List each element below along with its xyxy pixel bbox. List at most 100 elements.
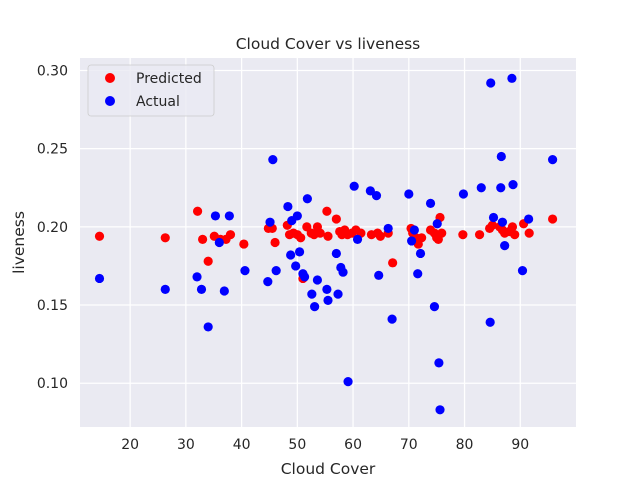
data-point-actual: [94, 273, 105, 284]
data-point-actual: [415, 248, 426, 259]
legend-marker-predicted: [105, 73, 115, 83]
data-point-predicted: [270, 237, 280, 248]
data-point-actual: [160, 284, 170, 295]
data-point-actual: [271, 266, 281, 276]
data-point-predicted: [323, 231, 333, 241]
data-point-predicted: [507, 222, 518, 232]
data-point-actual: [349, 181, 359, 191]
data-point-actual: [404, 189, 414, 199]
data-point-predicted: [437, 228, 447, 238]
data-points: [94, 73, 558, 415]
data-point-actual: [322, 284, 332, 295]
legend-label-actual: Actual: [136, 94, 180, 110]
x-tick-label: 60: [344, 437, 362, 453]
x-axis-label: Cloud Cover: [281, 460, 376, 478]
data-point-predicted: [225, 230, 236, 240]
data-point-actual: [192, 272, 202, 282]
data-point-actual: [425, 198, 436, 209]
data-point-actual: [517, 266, 528, 276]
data-point-actual: [210, 211, 221, 221]
data-point-actual: [292, 211, 302, 221]
data-point-actual: [268, 155, 278, 165]
data-point-predicted: [510, 230, 520, 240]
data-point-actual: [507, 73, 517, 83]
data-point-actual: [409, 225, 419, 235]
x-tick-label: 40: [233, 437, 251, 453]
data-point-actual: [299, 272, 310, 282]
data-point-actual: [286, 250, 296, 260]
x-tick-label: 30: [177, 437, 195, 453]
data-point-actual: [331, 248, 341, 259]
data-point-predicted: [487, 220, 498, 230]
data-point-predicted: [322, 206, 332, 216]
data-point-actual: [224, 211, 234, 221]
data-point-actual: [263, 276, 273, 287]
data-point-actual: [496, 151, 506, 162]
data-point-actual: [486, 78, 496, 88]
data-point-predicted: [94, 231, 105, 241]
series-predicted: [94, 206, 558, 284]
data-point-actual: [196, 284, 207, 295]
data-point-predicted: [524, 228, 534, 238]
data-point-actual: [323, 295, 333, 305]
data-point-actual: [214, 237, 224, 248]
data-point-actual: [435, 405, 445, 415]
data-point-actual: [371, 190, 382, 201]
y-tick-label: 0.15: [37, 298, 68, 314]
y-axis-ticks: 0.10 0.15 0.20 0.25 0.30: [37, 64, 68, 393]
data-point-actual: [338, 267, 348, 277]
data-point-actual: [283, 201, 293, 212]
data-point-actual: [312, 275, 323, 285]
data-point-predicted: [160, 233, 170, 243]
data-point-predicted: [474, 230, 485, 240]
data-point-actual: [219, 286, 229, 296]
data-point-actual: [488, 212, 499, 223]
legend-box: [87, 64, 215, 117]
data-point-predicted: [198, 234, 208, 244]
y-tick-label: 0.20: [37, 220, 68, 236]
data-point-actual: [432, 219, 442, 229]
x-tick-label: 90: [511, 437, 529, 453]
data-point-actual: [333, 289, 343, 299]
data-point-predicted: [388, 258, 398, 268]
data-point-predicted: [239, 239, 249, 249]
data-point-actual: [497, 217, 508, 227]
legend-label-predicted: Predicted: [136, 71, 202, 87]
data-point-predicted: [315, 228, 325, 238]
y-tick-label: 0.10: [37, 376, 68, 392]
data-point-actual: [352, 234, 363, 244]
data-point-predicted: [203, 256, 213, 266]
y-tick-label: 0.30: [37, 64, 68, 80]
legend-marker-actual: [105, 96, 115, 106]
series-actual: [94, 73, 558, 415]
x-tick-label: 80: [456, 437, 474, 453]
data-point-actual: [291, 261, 301, 271]
data-point-actual: [374, 270, 384, 280]
data-point-actual: [458, 189, 469, 199]
data-point-predicted: [192, 206, 203, 216]
data-point-actual: [240, 266, 250, 276]
data-point-predicted: [547, 214, 558, 224]
x-tick-label: 70: [400, 437, 418, 453]
data-point-predicted: [331, 214, 341, 224]
y-tick-label: 0.25: [37, 142, 68, 158]
x-axis-ticks: 20 30 40 50 60 70 80 90: [121, 437, 529, 453]
data-point-actual: [429, 302, 440, 312]
data-point-predicted: [375, 231, 385, 241]
data-point-predicted: [458, 230, 468, 240]
data-point-actual: [508, 180, 518, 190]
data-point-actual: [383, 223, 393, 234]
data-point-actual: [434, 358, 444, 368]
data-point-actual: [413, 269, 423, 279]
x-tick-label: 50: [288, 437, 306, 453]
data-point-actual: [265, 217, 275, 227]
data-point-predicted: [417, 233, 427, 243]
data-point-actual: [524, 214, 534, 224]
chart-title: Cloud Cover vs liveness: [236, 35, 421, 53]
data-point-actual: [307, 289, 317, 299]
data-point-actual: [302, 194, 312, 204]
x-tick-label: 20: [121, 437, 139, 453]
data-point-actual: [343, 377, 353, 387]
data-point-predicted: [296, 233, 306, 243]
